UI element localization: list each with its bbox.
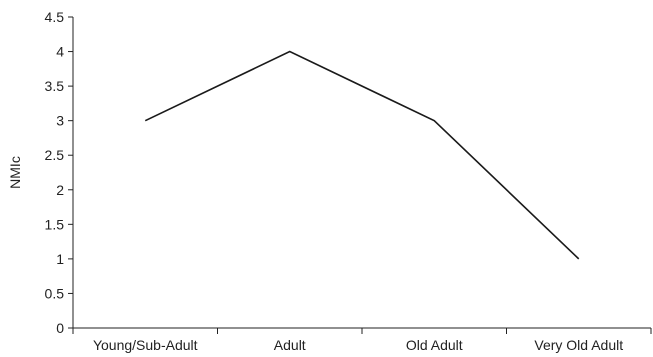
y-tick-label: 3 <box>56 113 64 129</box>
y-tick-label: 2 <box>56 182 64 198</box>
x-axis-ticks: Young/Sub-Adult Adult Old Adult Very Old Ad… <box>72 328 652 353</box>
y-tick-label: 4 <box>56 44 64 60</box>
x-tick-label: Old Adult <box>406 337 463 353</box>
y-tick-label: 3.5 <box>45 78 65 94</box>
y-tick-label: 4.5 <box>45 9 65 25</box>
x-tick-label: Young/Sub-Adult <box>93 337 198 353</box>
y-tick-label: 1.5 <box>45 216 65 232</box>
y-tick-label: 1 <box>56 251 64 267</box>
y-axis-ticks: 0 0.5 1 1.5 2 2.5 3 3.5 4 4.5 <box>45 9 73 336</box>
y-tick-label: 2.5 <box>45 147 65 163</box>
series-line <box>144 50 580 260</box>
y-tick-label: 0.5 <box>45 285 65 301</box>
y-axis-title: NMIc <box>7 156 23 189</box>
x-tick-label: Very Old Adult <box>534 337 623 353</box>
x-tick-label: Adult <box>274 337 306 353</box>
y-tick-label: 0 <box>56 320 64 336</box>
plot-area: 0 0.5 1 1.5 2 2.5 3 3.5 4 4.5 Young/Sub-Adult Adul… <box>45 9 652 353</box>
